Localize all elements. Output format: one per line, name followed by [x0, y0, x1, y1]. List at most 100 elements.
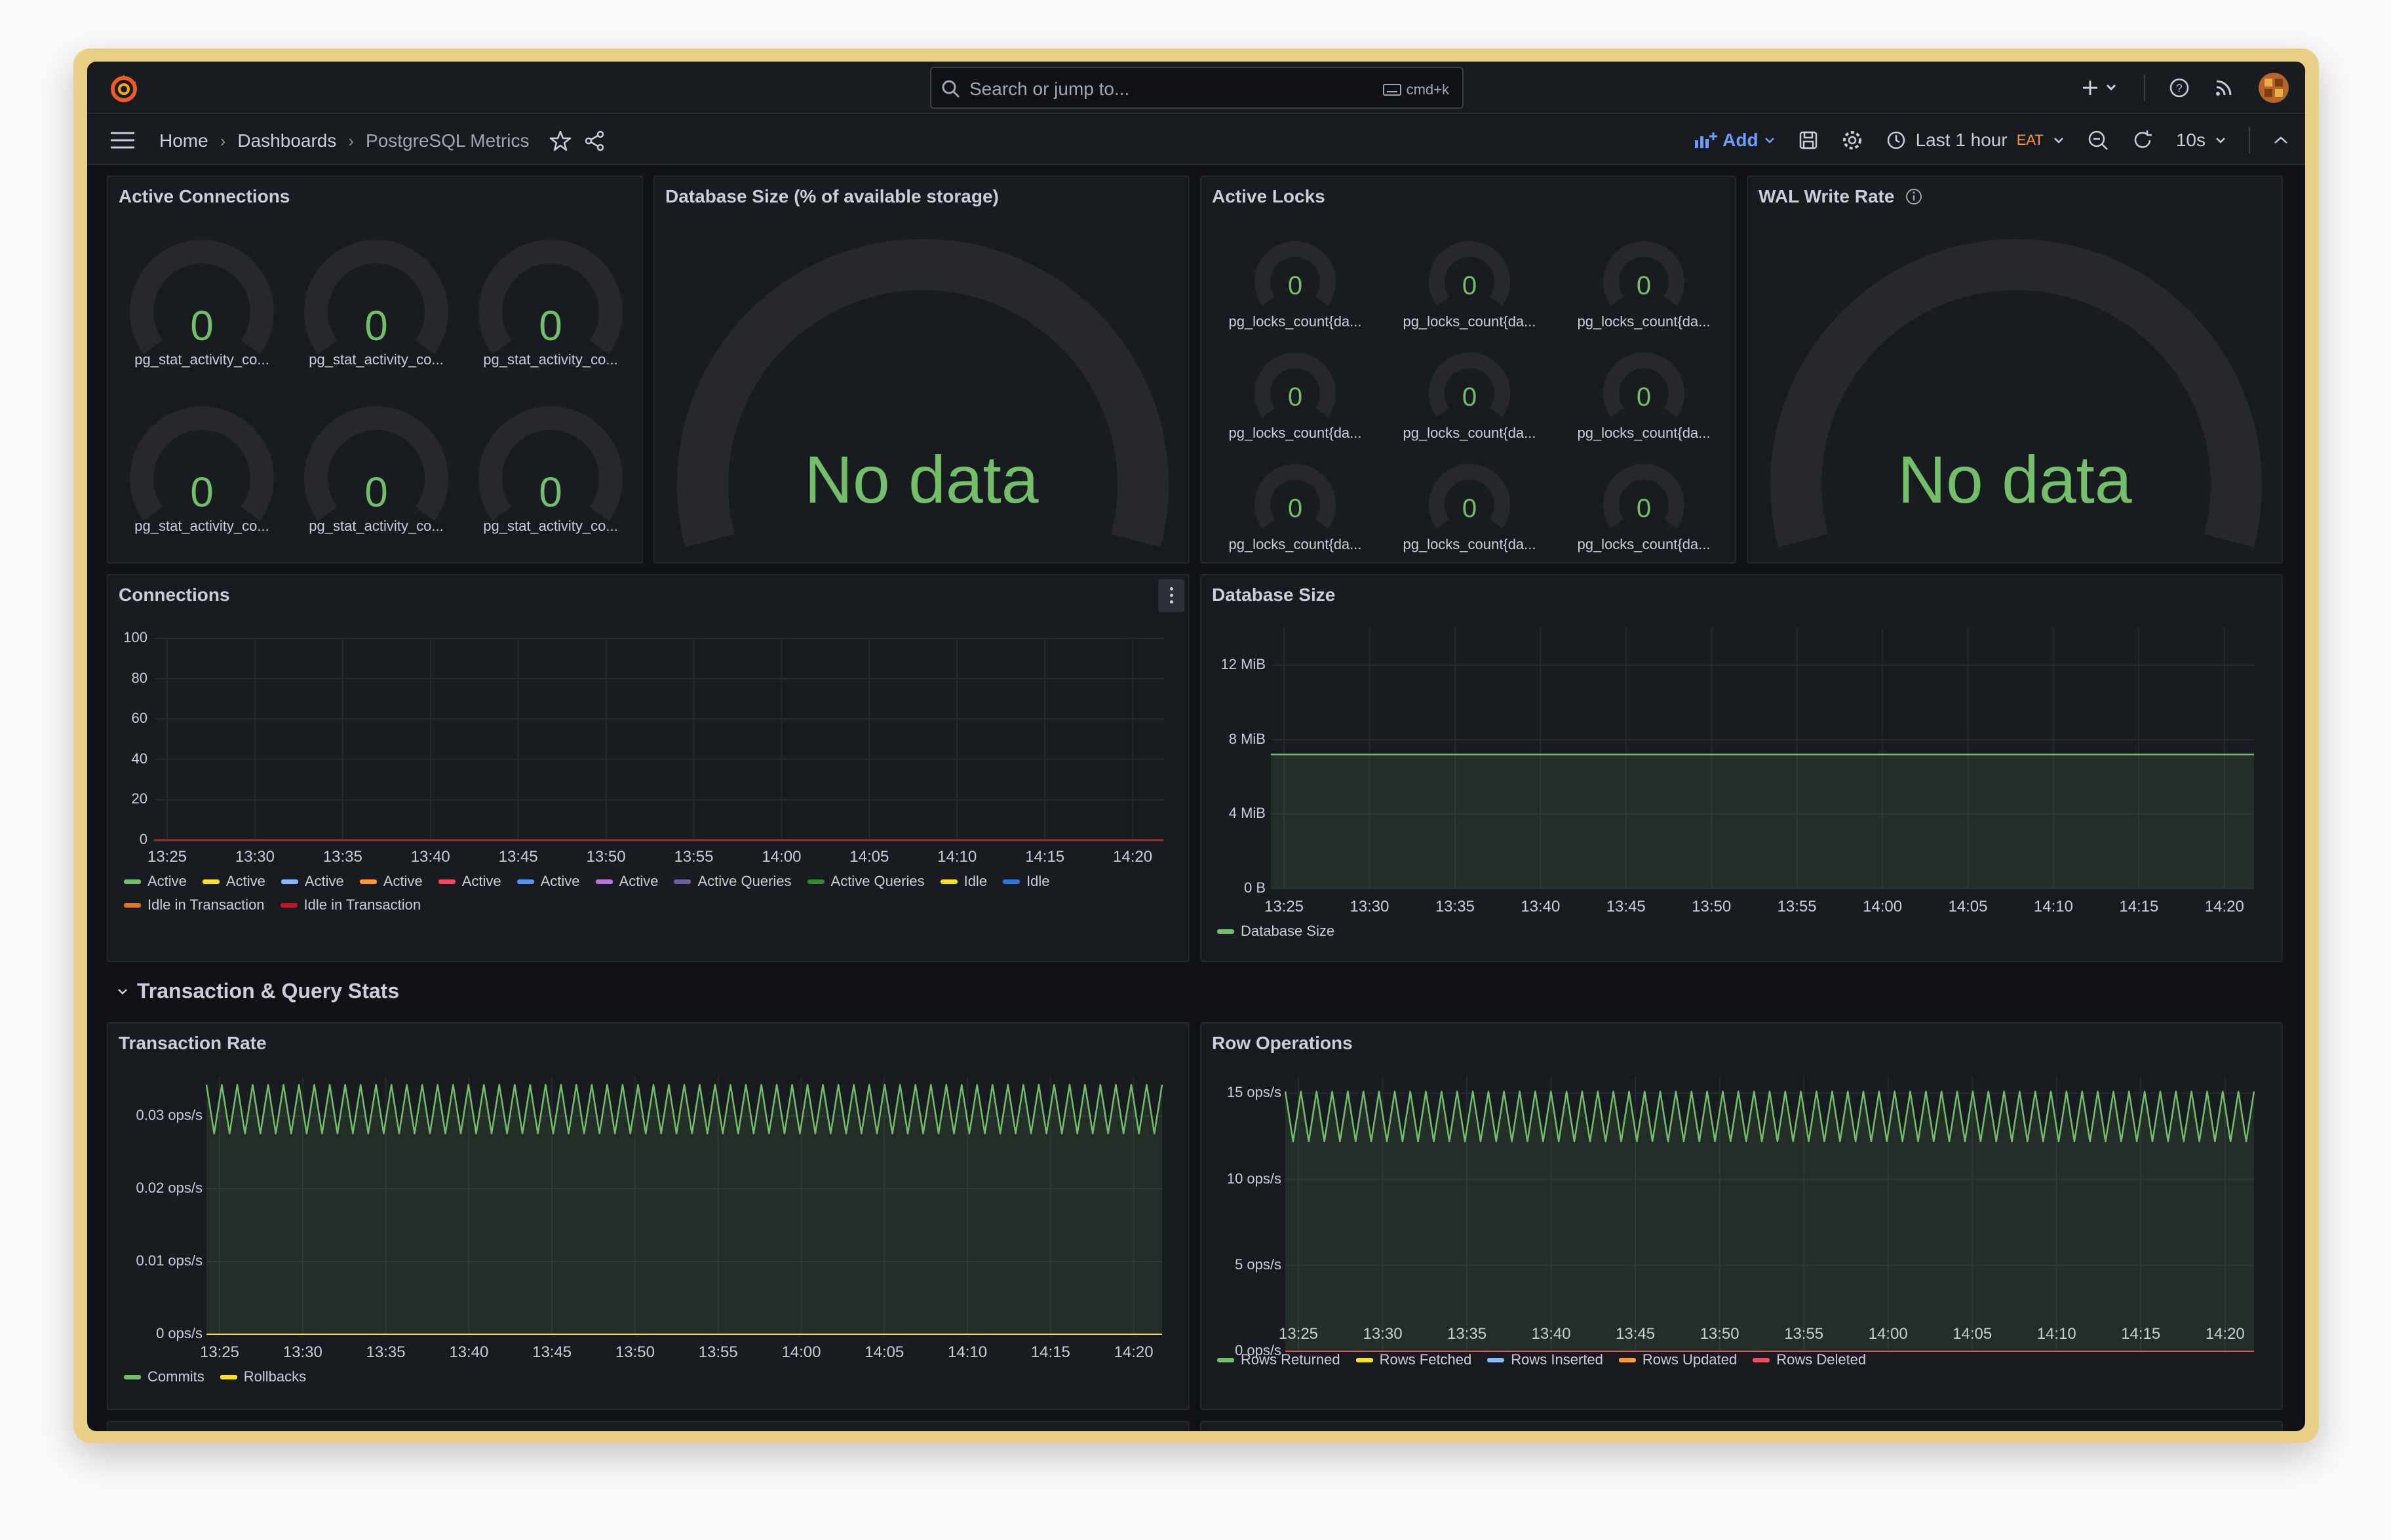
add-panel-icon — [1695, 132, 1718, 148]
y-tick-label: 60 — [131, 710, 147, 727]
legend-item[interactable]: Idle — [940, 873, 987, 890]
panel-database-size[interactable]: Database Size 0 B 4 MiB 8 MiB 12 MiB 13:25 13… — [1200, 574, 2283, 962]
legend-label: Rows Fetched — [1379, 1351, 1472, 1368]
refresh-icon[interactable] — [2131, 129, 2154, 151]
menu-icon[interactable] — [109, 130, 136, 151]
legend-item[interactable]: Rows Deleted — [1753, 1351, 1866, 1368]
x-tick-label: 13:40 — [410, 848, 450, 866]
save-icon[interactable] — [1798, 130, 1819, 151]
gauge-value: 0 — [1462, 271, 1477, 300]
legend-item[interactable]: Active — [438, 873, 501, 890]
search-input[interactable]: Search or jump to... cmd+k — [930, 67, 1464, 109]
info-icon[interactable] — [1905, 187, 1923, 206]
chevron-down-icon — [118, 988, 127, 995]
legend-swatch — [124, 902, 141, 908]
no-data-text: No data — [804, 442, 1039, 517]
legend-item[interactable]: Active — [281, 873, 344, 890]
x-tick-label: 14:15 — [2121, 1325, 2161, 1343]
refresh-interval-picker[interactable]: 10s — [2176, 130, 2226, 151]
gear-icon[interactable] — [1841, 129, 1863, 151]
grafana-logo-icon[interactable] — [107, 71, 141, 105]
legend-item[interactable]: Idle — [1003, 873, 1050, 890]
legend-item[interactable]: Active — [359, 873, 423, 890]
y-tick-label: 0 B — [1243, 879, 1266, 896]
panel-database-size-pct[interactable]: Database Size (% of available storage) N… — [653, 176, 1190, 564]
legend-label: Rows Inserted — [1511, 1351, 1603, 1368]
zoom-out-icon[interactable] — [2087, 129, 2109, 151]
x-tick-label: 13:55 — [1784, 1325, 1824, 1343]
row-section-header[interactable]: Transaction & Query Stats — [116, 979, 399, 1003]
legend-item[interactable]: Database Size — [1217, 923, 1334, 940]
panel-title: Database Size (% of available storage) — [665, 186, 999, 206]
panel-menu-icon[interactable] — [1158, 579, 1184, 612]
breadcrumb-dashboards[interactable]: Dashboards — [237, 130, 337, 151]
panel-transaction-rate[interactable]: Transaction Rate 0 ops/s 0.01 ops/s 0.02 o… — [107, 1022, 1190, 1410]
x-tick-label: 14:10 — [937, 848, 977, 866]
legend-item[interactable]: Active Queries — [674, 873, 792, 890]
panel-title-text: WAL Write Rate — [1759, 186, 1895, 206]
user-avatar-icon[interactable] — [2258, 72, 2289, 104]
gauge-label: pg_stat_activity_co... — [134, 351, 269, 368]
legend-label: Database Size — [1241, 923, 1335, 939]
gauge-value: 0 — [1287, 383, 1303, 412]
gauge-value: 0 — [1287, 494, 1303, 523]
legend-label: Idle in Transaction — [147, 896, 265, 913]
gauge-track — [1429, 241, 1510, 306]
legend-swatch — [1217, 1357, 1234, 1362]
legend-item[interactable]: Active Queries — [807, 873, 925, 890]
legend-item[interactable]: Active — [124, 873, 187, 890]
legend-label: Rollbacks — [243, 1368, 307, 1385]
legend-swatch — [1003, 879, 1021, 884]
legend-swatch — [124, 879, 141, 884]
x-tick-label: 13:50 — [615, 1343, 655, 1361]
panel-active-locks[interactable]: Active Locks 0 pg_locks_count{da... 0 pg_lo… — [1200, 176, 1736, 564]
time-range-picker[interactable]: Last 1 hour EAT — [1886, 130, 2065, 151]
legend-item[interactable]: Active — [516, 873, 580, 890]
gauge-value: 0 — [1462, 494, 1477, 523]
legend-item[interactable]: Idle in Transaction — [280, 896, 421, 914]
y-tick-label: 80 — [131, 669, 147, 686]
legend-item[interactable]: Rows Returned — [1217, 1351, 1340, 1368]
x-tick-label: 13:55 — [698, 1343, 738, 1361]
gauge-value: 0 — [539, 302, 562, 349]
star-icon[interactable] — [549, 130, 572, 152]
x-tick-label: 13:25 — [147, 848, 187, 866]
share-icon[interactable] — [583, 130, 606, 152]
panel-wal-write-rate[interactable]: WAL Write Rate No data — [1747, 176, 2283, 564]
add-button[interactable]: Add — [1694, 130, 1775, 151]
legend-label: Idle in Transaction — [303, 896, 421, 913]
legend-item[interactable]: Rows Fetched — [1355, 1351, 1472, 1368]
legend-label: Active — [225, 873, 265, 889]
legend-item[interactable]: Active — [202, 873, 265, 890]
top-bar-actions: ? — [2081, 71, 2289, 105]
series-line — [1284, 1090, 2255, 1143]
legend-item[interactable]: Commits — [124, 1368, 204, 1385]
x-tick-label: 14:05 — [865, 1343, 904, 1361]
panel-active-connections[interactable]: Active Connections 0 pg_stat_activity_co.… — [107, 176, 643, 564]
chart-canvas — [154, 638, 1163, 841]
gauge — [478, 240, 623, 355]
x-tick-label: 14:10 — [2036, 1325, 2076, 1343]
search-shortcut-label: cmd+k — [1406, 81, 1449, 98]
legend-item[interactable]: Rollbacks — [220, 1368, 306, 1385]
gauge-label: pg_locks_count{da... — [1577, 313, 1711, 330]
x-tick-label: 13:30 — [235, 848, 275, 866]
legend-item[interactable]: Active — [595, 873, 658, 890]
new-plus-icon[interactable] — [2081, 78, 2120, 98]
legend-item[interactable]: Idle in Transaction — [124, 896, 265, 914]
legend-item[interactable]: Rows Inserted — [1487, 1351, 1603, 1368]
chevron-up-icon[interactable] — [2272, 134, 2289, 147]
news-feed-icon[interactable] — [2213, 77, 2234, 98]
add-button-label: Add — [1722, 130, 1759, 150]
panel-row-operations[interactable]: Row Operations 0 ops/s 5 ops/s 10 ops/s 15 … — [1200, 1022, 2283, 1410]
legend-swatch — [595, 879, 613, 884]
help-icon[interactable]: ? — [2169, 77, 2190, 98]
divider — [2249, 127, 2250, 153]
gauge-track — [1603, 464, 1684, 529]
x-tick-label: 13:55 — [674, 848, 714, 866]
panel-connections[interactable]: Connections 0 20 40 60 80 100 13:25 13:30 13:35 1… — [107, 574, 1190, 962]
legend-item[interactable]: Rows Updated — [1618, 1351, 1737, 1368]
gauge-track — [1770, 239, 2262, 547]
legend-swatch — [1355, 1357, 1373, 1362]
breadcrumb-home[interactable]: Home — [159, 130, 208, 151]
